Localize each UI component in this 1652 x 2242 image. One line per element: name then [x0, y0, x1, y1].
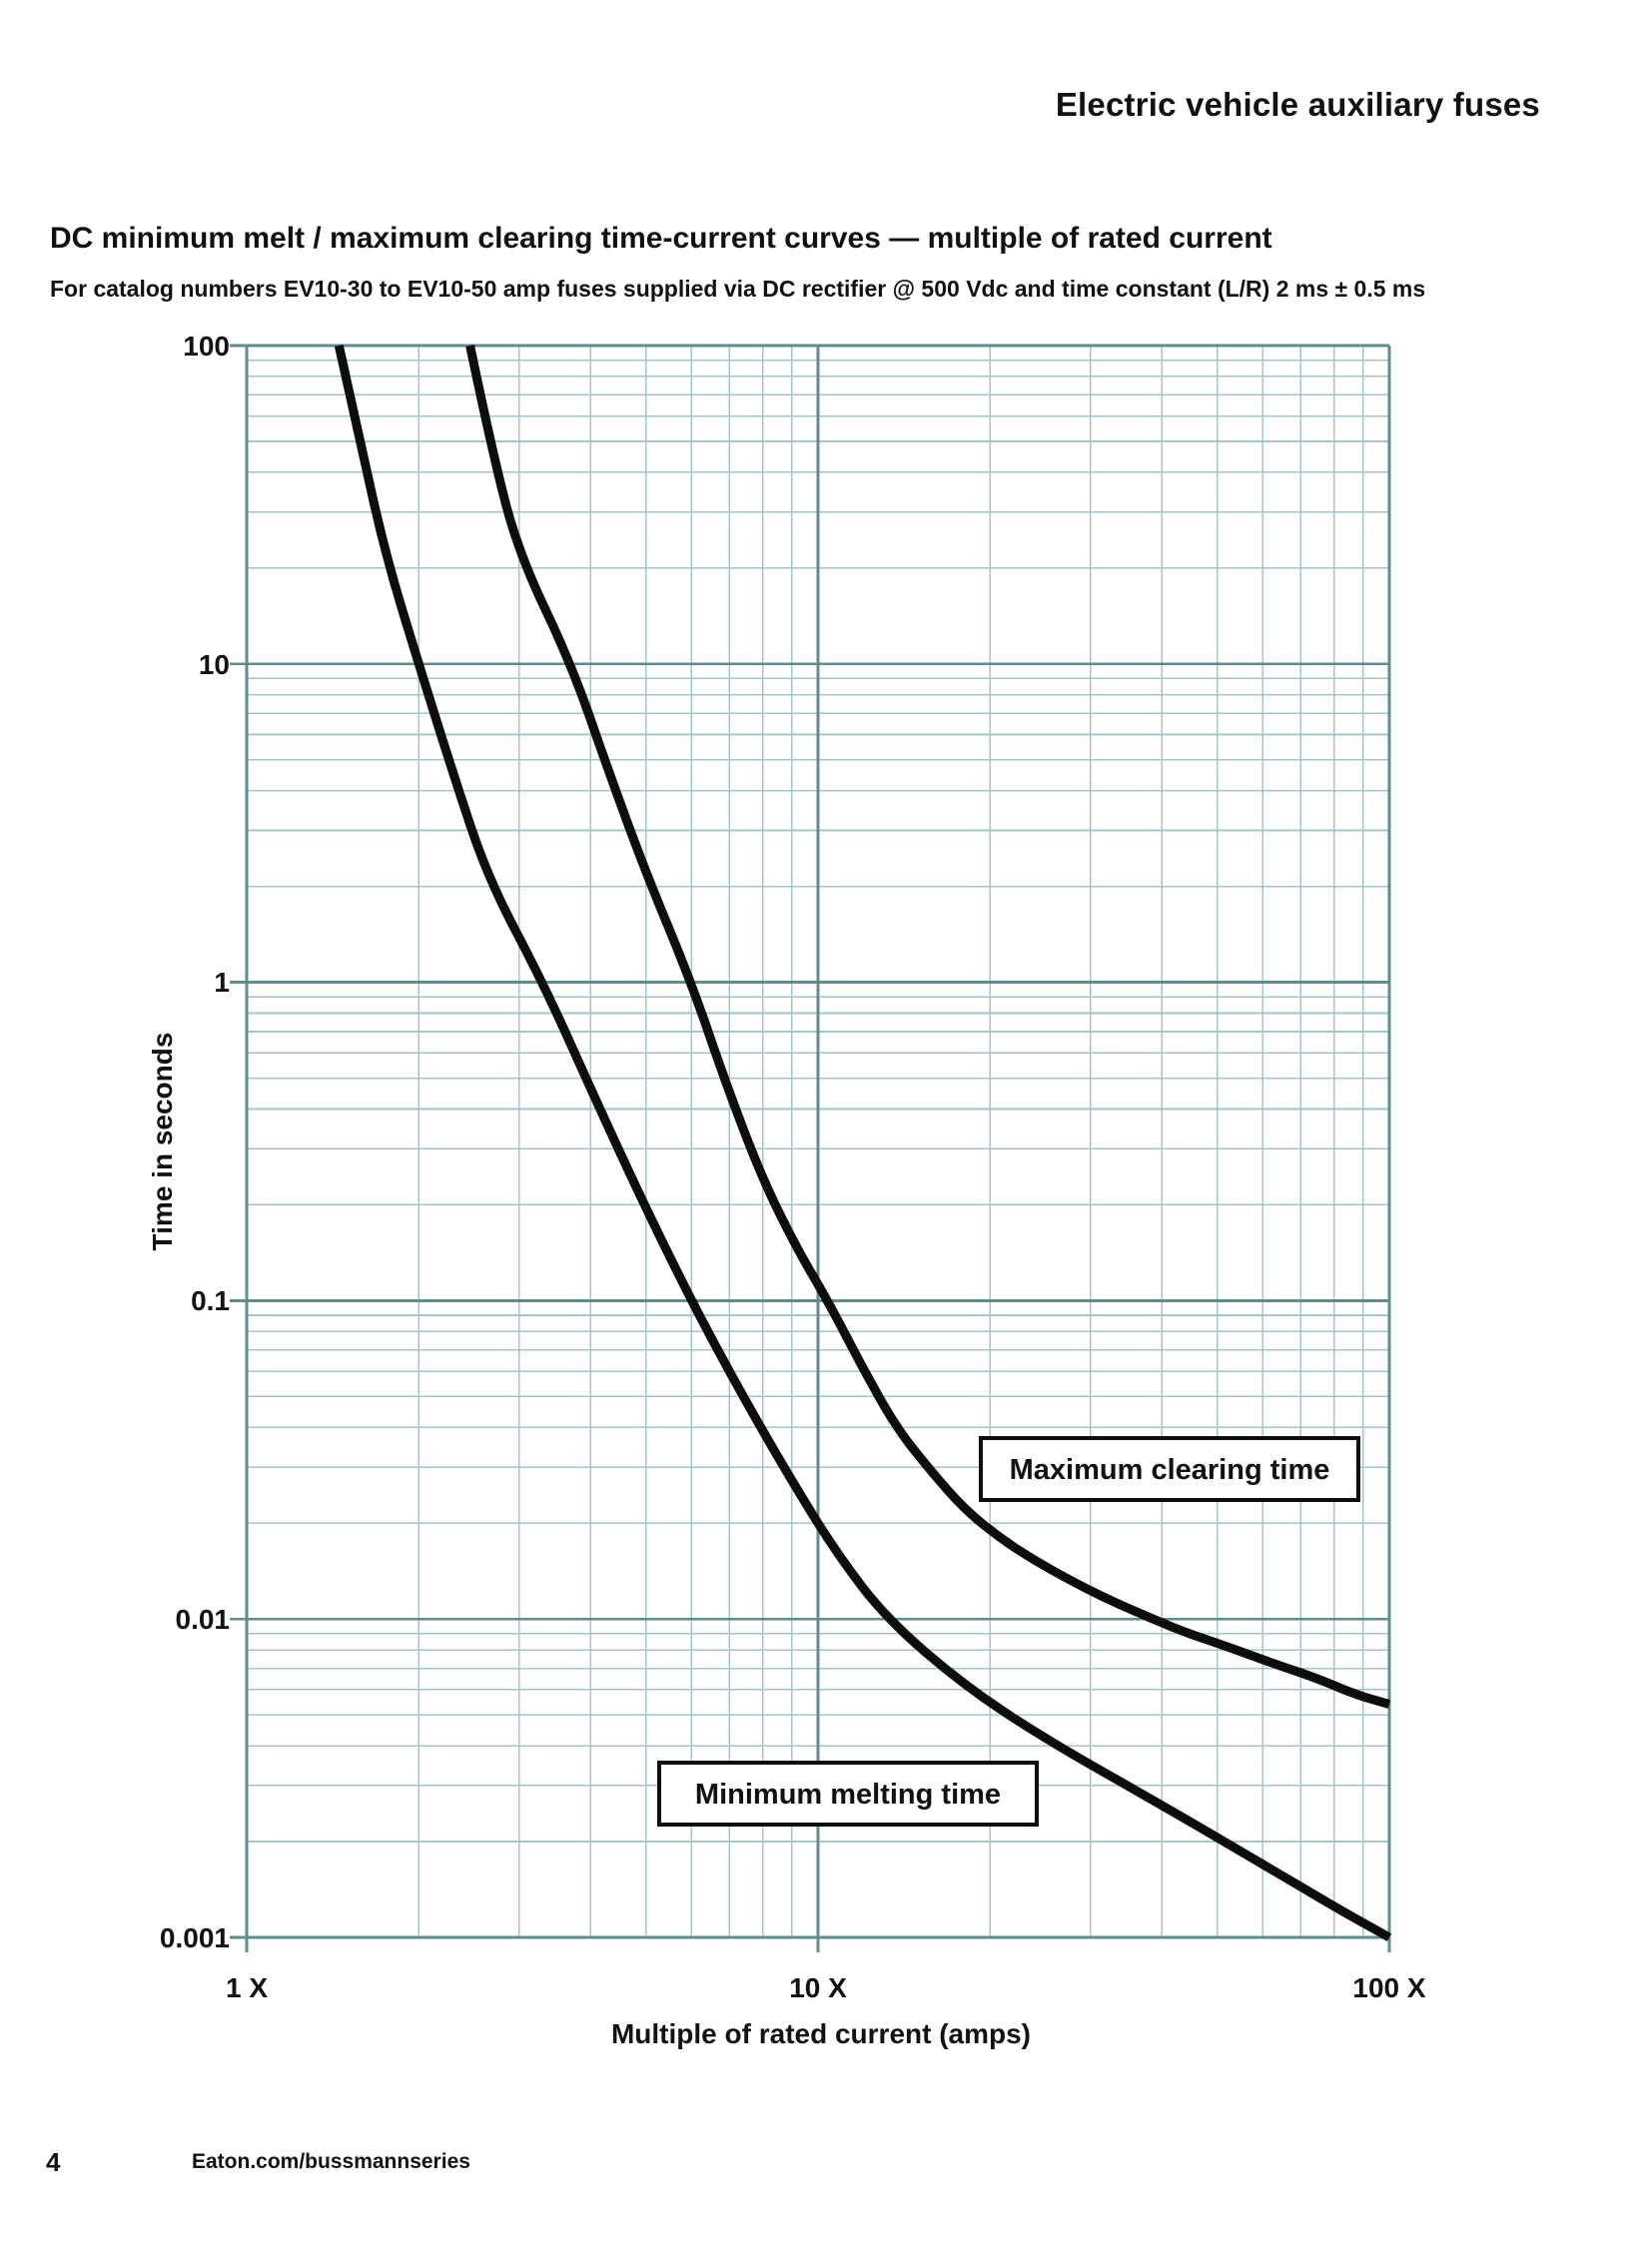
maximum-clearing-time-curve [465, 345, 1391, 1709]
y-axis-title: Time in seconds [147, 1033, 178, 1251]
curve-label-minimum-melting: Minimum melting time [695, 1779, 1001, 1811]
x-tick-label: 1 X [226, 1972, 268, 2003]
y-tick-label: 100 [183, 331, 230, 362]
axis-ticks [230, 344, 1391, 1952]
page-subtitle: For catalog numbers EV10-30 to EV10-50 a… [50, 276, 1426, 302]
y-tick-label: 0.001 [160, 1922, 230, 1953]
minimum-melting-time-curve [334, 345, 1392, 1941]
document-header: Electric vehicle auxiliary fuses [1055, 86, 1540, 123]
y-tick-label: 0.1 [191, 1285, 230, 1316]
x-tick-label: 100 X [1352, 1972, 1425, 2003]
grid-major [245, 344, 1391, 1939]
y-tick-label: 10 [199, 649, 230, 680]
y-tick-label: 1 [214, 967, 230, 998]
y-tick-label: 0.01 [176, 1604, 231, 1635]
curve-label-box-maximum-clearing: Maximum clearing time [979, 1436, 1360, 1502]
curve-label-box-minimum-melting: Minimum melting time [657, 1761, 1039, 1827]
curve-label-maximum-clearing: Maximum clearing time [1010, 1454, 1330, 1486]
page-title: DC minimum melt / maximum clearing time-… [50, 222, 1272, 255]
x-tick-label: 10 X [789, 1972, 847, 2003]
footer-website: Eaton.com/bussmannseries [192, 2150, 470, 2173]
x-axis-title: Multiple of rated current (amps) [611, 2018, 1031, 2049]
curves [334, 345, 1392, 1941]
footer-page-number: 4 [46, 2147, 61, 2177]
